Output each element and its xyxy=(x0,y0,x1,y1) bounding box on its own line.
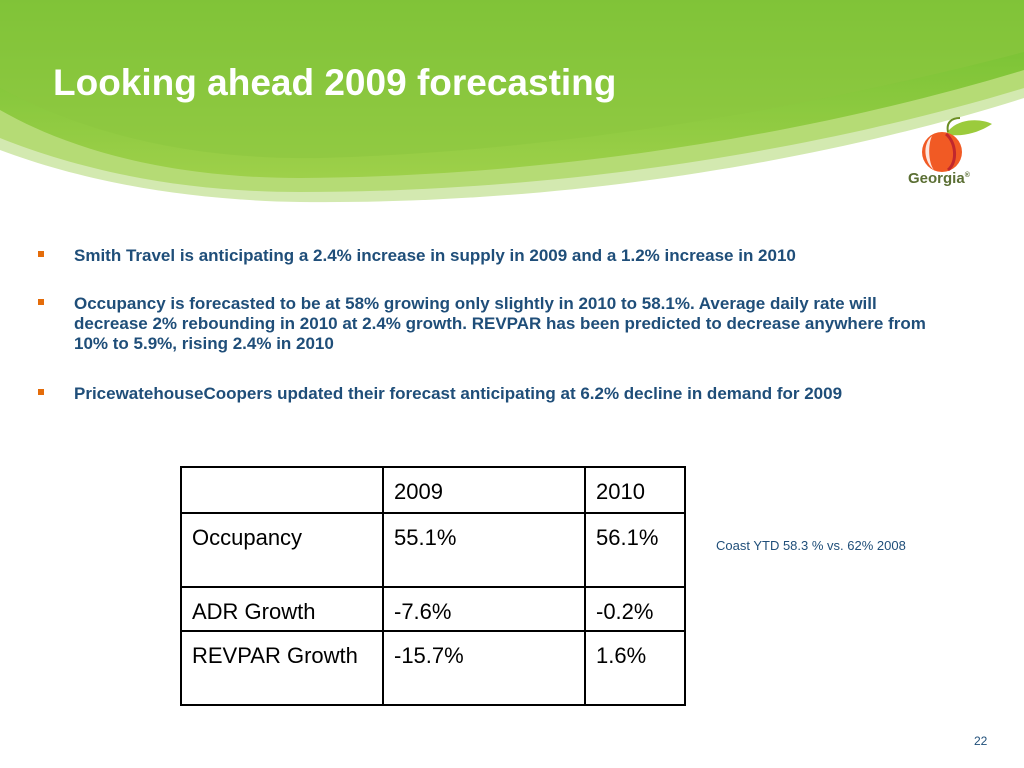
table-cell: -0.2% xyxy=(584,586,686,632)
table-row: Occupancy 55.1% 56.1% xyxy=(180,512,686,588)
side-note: Coast YTD 58.3 % vs. 62% 2008 xyxy=(716,538,906,553)
table-header-cell xyxy=(180,466,384,514)
table-header-row: 2009 2010 xyxy=(180,466,686,514)
table-cell: Occupancy xyxy=(180,512,384,588)
table-header-cell: 2010 xyxy=(584,466,686,514)
bullet-text: Smith Travel is anticipating a 2.4% incr… xyxy=(74,246,796,265)
table-cell: 56.1% xyxy=(584,512,686,588)
header-band xyxy=(0,0,1024,203)
georgia-logo-text: Georgia® xyxy=(908,170,970,187)
bullet-square-icon xyxy=(38,251,44,257)
forecast-table: 2009 2010 Occupancy 55.1% 56.1% ADR Grow… xyxy=(180,466,686,706)
table-cell: REVPAR Growth xyxy=(180,630,384,706)
slide-title: Looking ahead 2009 forecasting xyxy=(53,62,617,103)
bullet-item: Occupancy is forecasted to be at 58% gro… xyxy=(36,294,936,354)
bullet-list: Smith Travel is anticipating a 2.4% incr… xyxy=(36,246,936,422)
bullet-text: PricewatehouseCoopers updated their fore… xyxy=(74,384,843,403)
table-header-cell: 2009 xyxy=(382,466,586,514)
table-row: ADR Growth -7.6% -0.2% xyxy=(180,586,686,632)
table-cell: -7.6% xyxy=(382,586,586,632)
table-cell: -15.7% xyxy=(382,630,586,706)
table-row: REVPAR Growth -15.7% 1.6% xyxy=(180,630,686,706)
bullet-text: Occupancy is forecasted to be at 58% gro… xyxy=(74,294,926,353)
bullet-square-icon xyxy=(38,389,44,395)
bullet-item: PricewatehouseCoopers updated their fore… xyxy=(36,384,936,404)
bullet-item: Smith Travel is anticipating a 2.4% incr… xyxy=(36,246,936,266)
table-cell: ADR Growth xyxy=(180,586,384,632)
table-cell: 1.6% xyxy=(584,630,686,706)
page-number: 22 xyxy=(974,734,988,748)
table-cell: 55.1% xyxy=(382,512,586,588)
georgia-peach-logo-icon xyxy=(922,117,992,172)
bullet-square-icon xyxy=(38,299,44,305)
